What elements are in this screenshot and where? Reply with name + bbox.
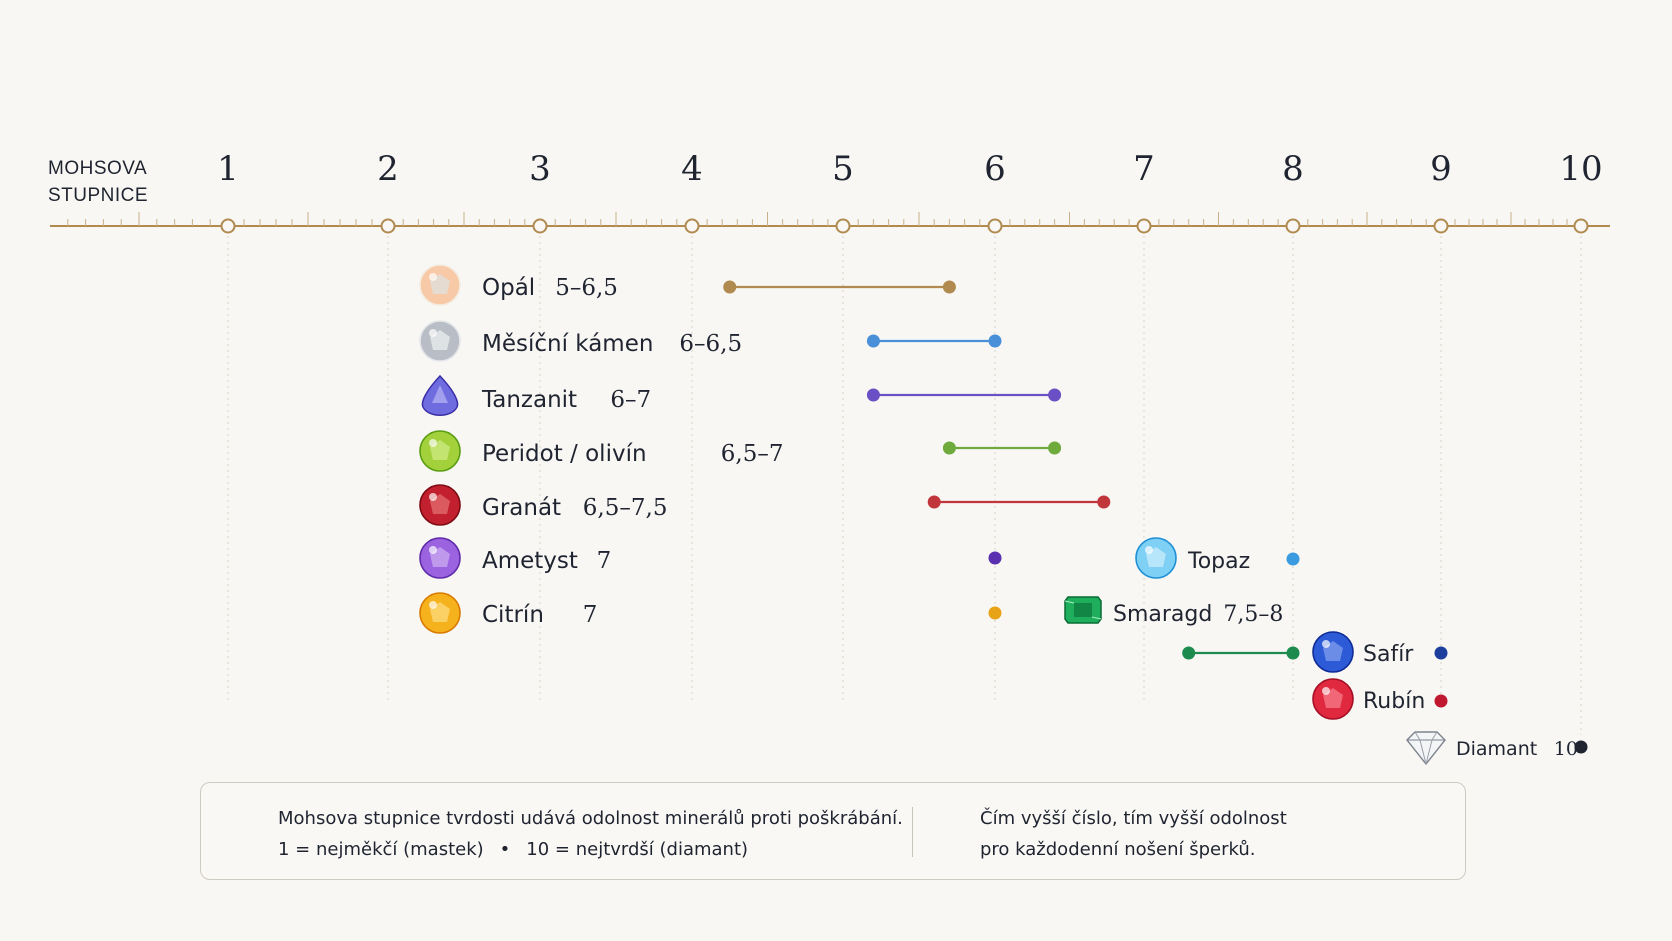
hardness-range-end (1097, 495, 1111, 509)
mineral-hardness-label: 7,5–8 (1223, 602, 1283, 627)
hardness-range-start (927, 495, 941, 509)
mineral-hardness-label: 6,5–7,5 (583, 495, 668, 521)
hardness-range-start (866, 388, 880, 402)
mineral-name-label: Smaragd (1113, 602, 1212, 627)
info-separator: • (499, 839, 511, 860)
mineral-name-label: Citrín (482, 602, 544, 628)
major-tick-marker (835, 218, 851, 234)
mineral-name-label: Safír (1363, 642, 1414, 667)
mineral-hardness-label: 6–6,5 (679, 331, 742, 357)
ruby-gem-icon (1312, 678, 1354, 720)
mineral-name-label: Topaz (1187, 549, 1250, 574)
info-line-1: Mohsova stupnice tvrdosti udává odolnost… (278, 808, 903, 829)
hardness-range-end (988, 334, 1002, 348)
mineral-hardness-label: 6,5–7 (721, 441, 784, 467)
mineral-name-label: Tanzanit (481, 387, 577, 413)
info-divider (912, 807, 913, 857)
hardness-range-start (1182, 646, 1196, 660)
opal-gem-icon (419, 264, 461, 306)
mineral-hardness-label: 7 (597, 548, 612, 574)
tanzanite-gem-icon (421, 374, 459, 416)
major-tick-label: 9 (1430, 149, 1452, 189)
info-line-2: 1 = nejměkčí (mastek) • 10 = nejtvrdší (di… (278, 834, 903, 865)
info-line-3: Čím vyšší číslo, tím vyšší odolnost (980, 808, 1287, 829)
hardness-range-end (942, 280, 956, 294)
mineral-hardness-label: 10 (1554, 738, 1578, 760)
scale-title-line2: STUPNICE (48, 185, 149, 206)
info-left-column: Mohsova stupnice tvrdosti udává odolnost… (278, 803, 903, 865)
hardness-point (1434, 646, 1448, 660)
topaz-gem-icon (1135, 537, 1177, 579)
garnet-gem-icon (419, 484, 461, 526)
diamond-gem-icon (1406, 731, 1446, 766)
major-tick-label: 1 (217, 149, 239, 189)
mineral-name-label: Diamant (1456, 738, 1537, 760)
mineral-name-label: Opál (482, 275, 535, 301)
sapphire-gem-icon (1312, 631, 1354, 673)
major-tick-marker (1573, 218, 1589, 234)
hardness-point (1286, 552, 1300, 566)
info-softest: 1 = nejměkčí (mastek) (278, 839, 484, 860)
major-tick-label: 7 (1133, 149, 1155, 189)
major-tick-label: 4 (681, 149, 703, 189)
major-tick-marker (987, 218, 1003, 234)
major-tick-marker (1285, 218, 1301, 234)
info-hardest: 10 = nejtvrdší (diamant) (526, 839, 749, 860)
scale-title-line1: MOHSOVA (48, 158, 148, 179)
mineral-hardness-label: 6–7 (610, 387, 651, 413)
hardness-point (1574, 740, 1588, 754)
citrine-gem-icon (419, 592, 461, 634)
major-tick-label: 10 (1559, 149, 1602, 189)
major-tick-marker (220, 218, 236, 234)
hardness-point (1434, 694, 1448, 708)
mineral-hardness-label: 7 (583, 602, 598, 628)
info-right-column: Čím vyšší číslo, tím vyšší odolnost pro … (980, 803, 1287, 865)
peridot-gem-icon (419, 430, 461, 472)
mineral-name-label: Peridot / olivín (482, 441, 647, 467)
hardness-point (988, 606, 1002, 620)
mineral-name-label: Granát (482, 495, 561, 521)
mineral-name-label: Ametyst (482, 548, 578, 574)
major-tick-marker (684, 218, 700, 234)
hardness-range-end (1286, 646, 1300, 660)
major-tick-label: 6 (984, 149, 1006, 189)
major-tick-marker (1433, 218, 1449, 234)
mineral-name-label: Rubín (1363, 689, 1425, 714)
hardness-range-start (866, 334, 880, 348)
emerald-gem-icon (1064, 596, 1102, 624)
info-box: Mohsova stupnice tvrdosti udává odolnost… (200, 782, 1466, 880)
hardness-range-end (1048, 388, 1062, 402)
mineral-hardness-label: 5–6,5 (555, 275, 618, 301)
major-tick-marker (1136, 218, 1152, 234)
info-line-4: pro každodenní nošení šperků. (980, 839, 1256, 860)
amethyst-gem-icon (419, 537, 461, 579)
moonstone-gem-icon (419, 320, 461, 362)
major-tick-marker (532, 218, 548, 234)
mineral-name-label: Měsíční kámen (482, 331, 653, 357)
hardness-point (988, 551, 1002, 565)
major-tick-label: 5 (832, 149, 854, 189)
major-tick-label: 3 (529, 149, 551, 189)
hardness-range-start (942, 441, 956, 455)
major-tick-marker (380, 218, 396, 234)
hardness-range-start (723, 280, 737, 294)
major-tick-label: 8 (1282, 149, 1304, 189)
major-tick-label: 2 (377, 149, 399, 189)
scale-title: MOHSOVA STUPNICE (48, 155, 148, 209)
hardness-range-end (1048, 441, 1062, 455)
